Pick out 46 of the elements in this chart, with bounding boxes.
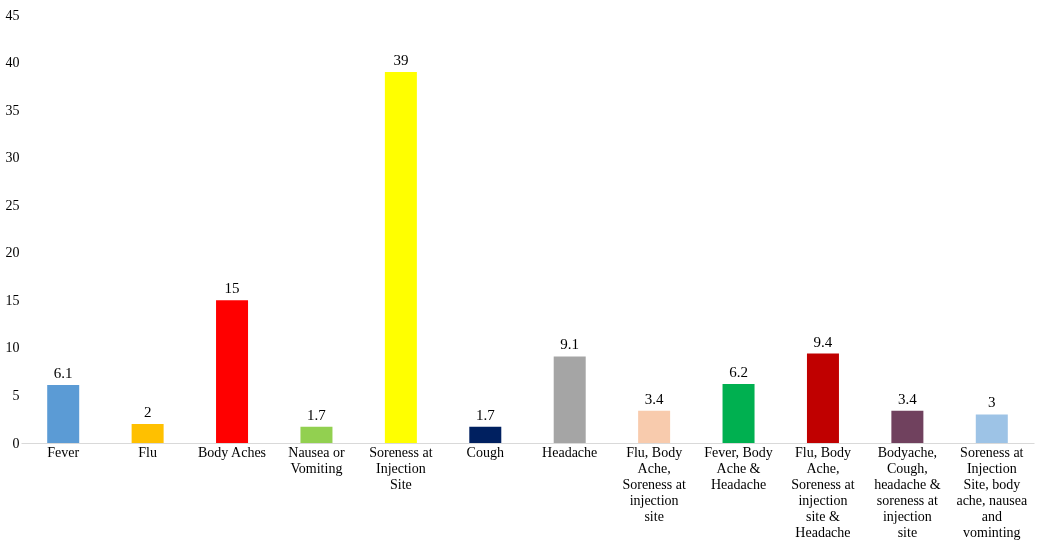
x-tick-label: Soreness at Injection Site [369, 444, 433, 492]
x-tick-label: Flu, Body Ache, Soreness at injection site & Headache [791, 444, 855, 540]
y-tick-label: 45 [5, 7, 20, 23]
x-tick-label: Flu [138, 444, 157, 460]
bar [469, 426, 502, 443]
bar [553, 356, 586, 443]
x-tick-label: Cough [466, 444, 504, 460]
bar [806, 353, 839, 443]
y-tick-label: 15 [5, 292, 20, 308]
data-label: 6.1 [53, 364, 73, 381]
data-label: 15 [224, 280, 240, 297]
bar [638, 410, 671, 443]
y-tick-label: 35 [5, 102, 20, 118]
bar [891, 410, 924, 443]
bar [975, 414, 1008, 443]
data-label: 6.2 [729, 364, 748, 381]
bar [384, 72, 417, 443]
bar [216, 300, 249, 443]
y-tick-label: 40 [5, 55, 20, 71]
y-tick-label: 5 [12, 387, 20, 403]
bar [47, 384, 80, 443]
y-tick-label: 25 [5, 197, 20, 213]
data-label: 3 [988, 394, 996, 411]
data-label: 39 [393, 52, 409, 69]
data-label: 9.4 [813, 333, 833, 350]
data-label: 2 [143, 403, 152, 420]
data-label: 3.4 [644, 390, 664, 407]
bar [300, 426, 333, 443]
x-tick-label: Body Aches [198, 444, 267, 460]
y-tick-label: 20 [5, 245, 20, 261]
x-tick-label: Bodyache, Cough, headache & soreness at injection site [874, 444, 941, 540]
x-tick-label: Fever, Body Ache & Headache [704, 444, 773, 492]
x-tick-label: Fever [47, 444, 80, 460]
y-tick-label: 0 [12, 435, 20, 451]
x-tick-label: Flu, Body Ache, Soreness at injection site [622, 444, 686, 524]
data-label: 1.7 [475, 406, 496, 423]
y-tick-label: 10 [5, 340, 20, 356]
y-tick-label: 30 [5, 150, 20, 166]
data-label: 3.4 [898, 390, 918, 407]
x-tick-label: Soreness at Injection Site, body ache, nausea and vominting [956, 444, 1028, 540]
x-tick-label: Nausea or Vomiting [288, 444, 345, 476]
data-label: 9.1 [560, 336, 580, 353]
data-label: 1.7 [307, 406, 327, 423]
bar [131, 423, 164, 443]
x-tick-label: Headache [542, 444, 598, 460]
bar [722, 384, 755, 443]
